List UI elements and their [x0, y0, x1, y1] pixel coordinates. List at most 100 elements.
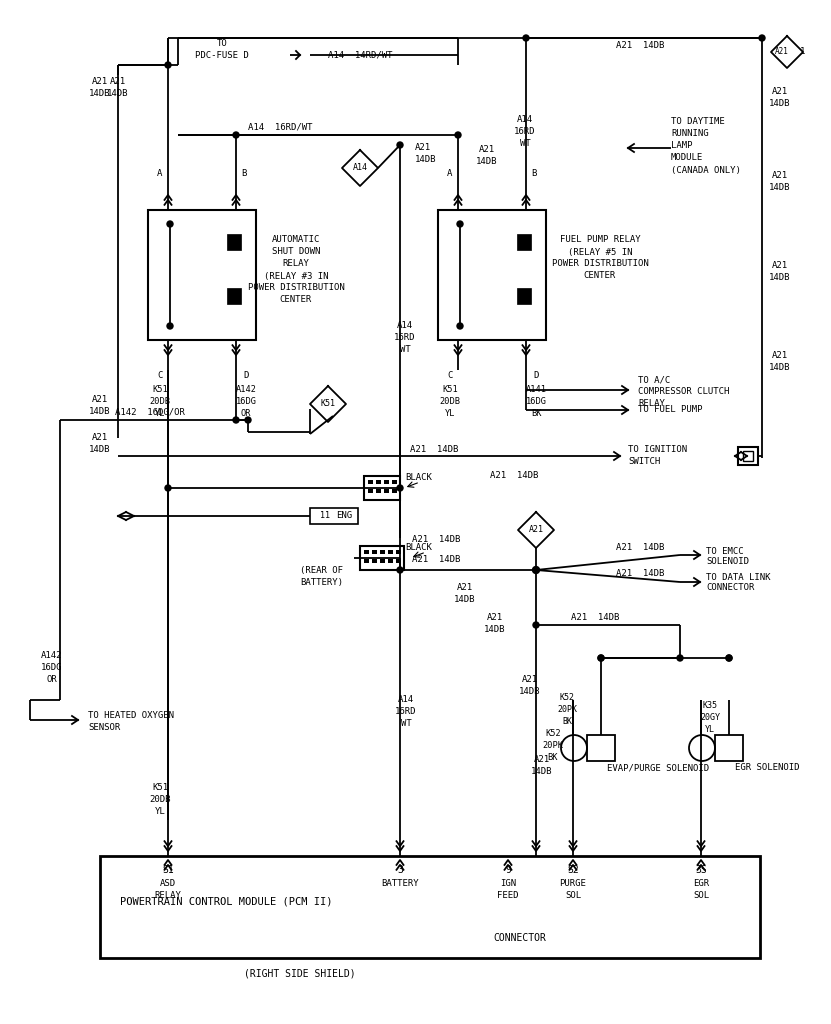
Text: A14  16RD/WT: A14 16RD/WT: [248, 123, 312, 131]
Text: SOL: SOL: [693, 892, 709, 900]
Text: A21: A21: [529, 525, 543, 535]
Circle shape: [523, 35, 529, 41]
Text: YL: YL: [445, 410, 455, 419]
Text: 14DB: 14DB: [531, 768, 553, 776]
Text: C: C: [157, 372, 163, 381]
Text: A21: A21: [772, 87, 788, 96]
Text: A: A: [447, 170, 453, 178]
Text: 14DB: 14DB: [770, 272, 791, 282]
Text: B: B: [241, 170, 247, 178]
Text: CENTER: CENTER: [584, 271, 616, 281]
Circle shape: [598, 655, 604, 662]
Text: K51: K51: [152, 385, 168, 394]
Text: 14DB: 14DB: [770, 99, 791, 109]
Text: TO: TO: [217, 40, 228, 48]
Text: A14: A14: [352, 164, 367, 172]
Text: OR: OR: [47, 676, 57, 684]
Text: 3S: 3S: [695, 865, 707, 874]
Text: A21: A21: [92, 433, 108, 442]
Text: YL: YL: [705, 725, 715, 733]
Bar: [372, 550, 377, 554]
Text: POWER DISTRIBUTION: POWER DISTRIBUTION: [552, 259, 648, 268]
Text: TO DATA LINK: TO DATA LINK: [706, 573, 770, 583]
Text: 14DB: 14DB: [415, 156, 436, 165]
Text: 16DG: 16DG: [525, 397, 547, 407]
Bar: [360, 546, 404, 570]
Text: AUTOMATIC: AUTOMATIC: [272, 236, 320, 245]
Bar: [380, 559, 385, 563]
Text: (RELAY #3 IN: (RELAY #3 IN: [263, 271, 328, 281]
Text: TO IGNITION: TO IGNITION: [628, 445, 687, 455]
Text: TO HEATED OXYGEN: TO HEATED OXYGEN: [88, 712, 174, 721]
Text: CONNECTOR: CONNECTOR: [494, 933, 547, 943]
Circle shape: [167, 221, 173, 227]
Text: 14DB: 14DB: [455, 596, 476, 604]
Bar: [738, 447, 758, 465]
Circle shape: [726, 655, 732, 662]
Text: (CANADA ONLY): (CANADA ONLY): [671, 166, 741, 174]
Text: A21: A21: [522, 676, 538, 684]
Bar: [743, 451, 753, 461]
Text: 3: 3: [397, 865, 403, 874]
Text: A21  14DB: A21 14DB: [410, 445, 459, 455]
Circle shape: [726, 655, 732, 662]
Bar: [392, 480, 397, 484]
Text: 16RD: 16RD: [514, 128, 536, 136]
Text: A21: A21: [479, 145, 495, 155]
Text: 20GY: 20GY: [700, 713, 720, 722]
Text: 14DB: 14DB: [476, 158, 498, 167]
Text: K52: K52: [559, 693, 574, 702]
Text: IGN: IGN: [500, 880, 516, 889]
Text: K51: K51: [321, 399, 336, 409]
Text: LAMP: LAMP: [671, 141, 692, 151]
Bar: [587, 735, 615, 761]
Text: 14DB: 14DB: [107, 89, 129, 98]
Text: S2: S2: [567, 865, 579, 874]
Text: 16RD: 16RD: [394, 333, 416, 341]
Circle shape: [165, 62, 171, 68]
Bar: [368, 480, 373, 484]
Bar: [227, 288, 241, 304]
Bar: [388, 559, 393, 563]
Bar: [148, 210, 256, 340]
Text: COMPRESSOR CLUTCH: COMPRESSOR CLUTCH: [638, 387, 730, 396]
Text: BK: BK: [548, 754, 558, 763]
Text: 14DB: 14DB: [89, 408, 111, 417]
Text: A21: A21: [775, 47, 789, 56]
Text: 16DG: 16DG: [42, 664, 63, 673]
Circle shape: [233, 417, 239, 423]
Text: ENG: ENG: [336, 512, 352, 520]
Text: BK: BK: [531, 410, 541, 419]
Text: TO EMCC: TO EMCC: [706, 547, 744, 555]
Text: PDC-FUSE D: PDC-FUSE D: [195, 50, 248, 59]
Bar: [376, 480, 381, 484]
Bar: [380, 550, 385, 554]
Text: A21: A21: [110, 78, 126, 86]
Text: A21: A21: [457, 584, 473, 593]
Text: 20PK: 20PK: [543, 741, 563, 751]
Text: A21: A21: [772, 171, 788, 179]
Circle shape: [397, 567, 403, 573]
Bar: [384, 480, 389, 484]
Text: BLACK: BLACK: [405, 473, 432, 482]
Circle shape: [397, 142, 403, 148]
Text: BK: BK: [562, 718, 572, 726]
Text: A21  14DB: A21 14DB: [490, 471, 538, 480]
Text: 14DB: 14DB: [770, 182, 791, 191]
Text: A14: A14: [398, 695, 414, 705]
Text: SWITCH: SWITCH: [628, 458, 661, 467]
Text: (REAR OF: (REAR OF: [301, 565, 343, 574]
Bar: [715, 735, 743, 761]
Text: MODULE: MODULE: [671, 154, 703, 163]
Text: ASD: ASD: [160, 880, 176, 889]
Text: BATTERY: BATTERY: [381, 880, 419, 889]
Text: CENTER: CENTER: [280, 296, 312, 304]
Bar: [372, 559, 377, 563]
Text: K51: K51: [442, 385, 458, 394]
Text: (RIGHT SIDE SHIELD): (RIGHT SIDE SHIELD): [244, 969, 356, 979]
Text: SOL: SOL: [565, 892, 581, 900]
Text: TO DAYTIME: TO DAYTIME: [671, 118, 725, 127]
Bar: [384, 489, 389, 493]
Text: 11: 11: [320, 512, 330, 520]
Text: A21: A21: [487, 613, 503, 623]
